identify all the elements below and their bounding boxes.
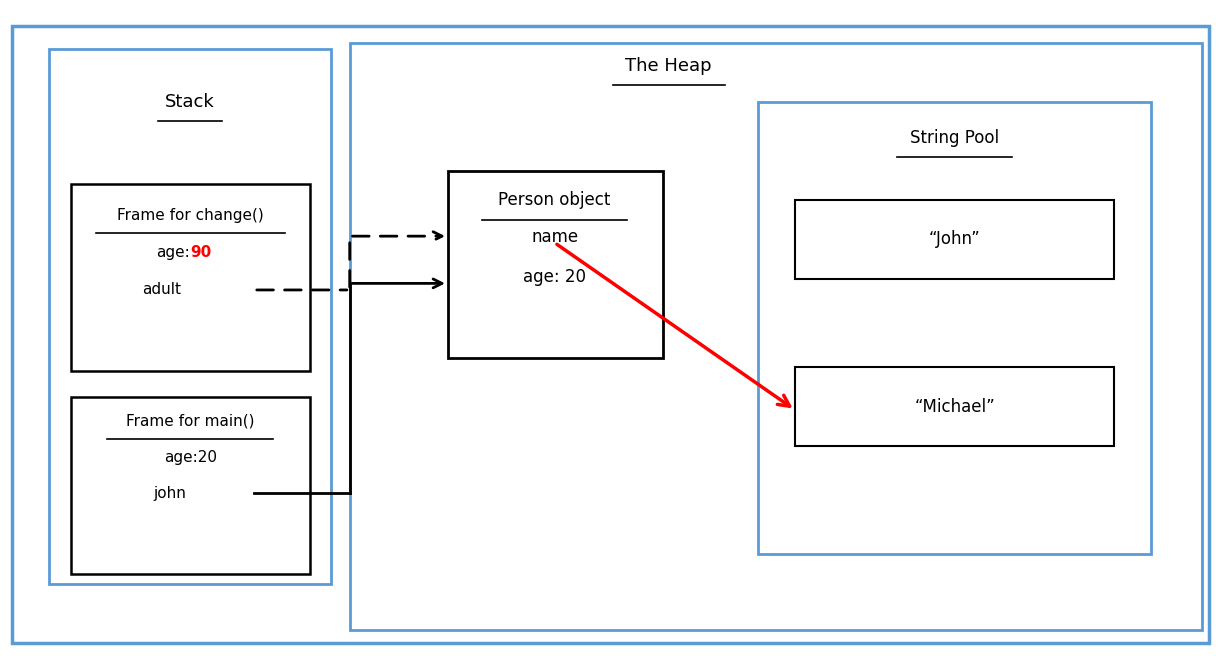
Bar <box>71 397 310 574</box>
Bar <box>758 102 1151 554</box>
Text: john: john <box>153 486 185 501</box>
Text: age:20: age:20 <box>163 450 217 464</box>
Bar <box>350 43 1202 630</box>
Text: Person object: Person object <box>498 191 611 209</box>
Text: “Michael”: “Michael” <box>914 398 995 416</box>
Bar <box>49 49 331 584</box>
Text: age:: age: <box>156 245 190 260</box>
Text: age: 20: age: 20 <box>523 268 587 286</box>
Text: Frame for change(): Frame for change() <box>117 208 264 222</box>
Text: name: name <box>531 228 578 247</box>
Bar <box>71 184 310 371</box>
Text: adult: adult <box>142 283 182 297</box>
Bar <box>795 200 1114 279</box>
Text: The Heap: The Heap <box>626 56 712 75</box>
Text: Stack: Stack <box>166 92 215 111</box>
Text: 90: 90 <box>190 245 211 260</box>
Text: “John”: “John” <box>929 230 980 249</box>
Text: Frame for main(): Frame for main() <box>126 414 254 428</box>
Text: String Pool: String Pool <box>910 129 999 147</box>
Bar <box>448 171 663 358</box>
Bar <box>795 367 1114 446</box>
